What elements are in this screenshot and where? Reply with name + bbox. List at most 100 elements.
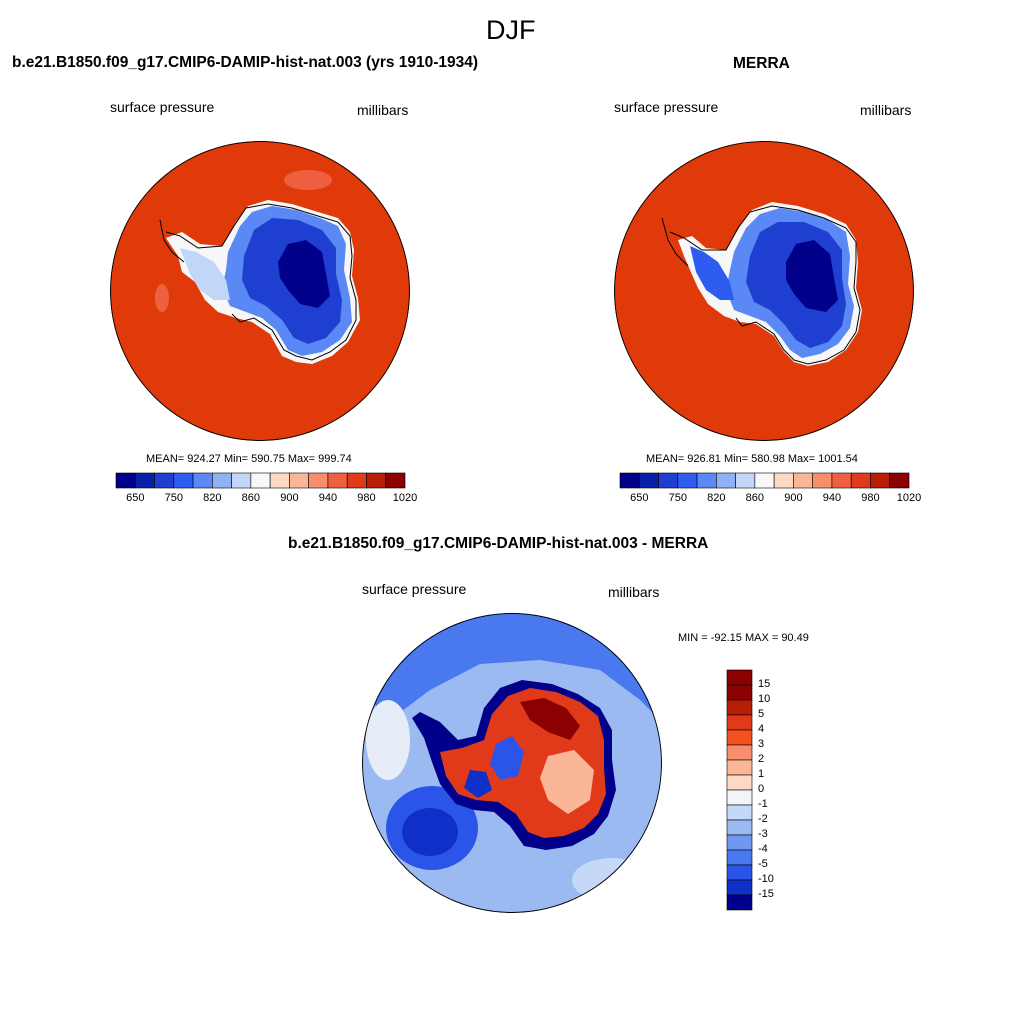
colorbar-cell (677, 472, 698, 489)
colorbar-cell (812, 472, 833, 489)
peninsula-contour (690, 246, 734, 300)
colorbar-tick-label: 820 (203, 492, 222, 504)
high-pressure-patch (284, 170, 332, 190)
colorbar-cell (726, 729, 753, 746)
map-frame (362, 613, 662, 913)
colorbar-cell (366, 472, 387, 489)
positive-detail (520, 698, 580, 740)
weak-patch (572, 858, 652, 902)
colorbar-cell (726, 774, 753, 791)
colorbar-tick-label: -4 (758, 843, 768, 855)
positive-detail (540, 750, 594, 814)
colorbar-cell (173, 472, 194, 489)
colorbar-cell (716, 472, 736, 489)
colorbar-cell (212, 472, 232, 489)
negative-band (370, 613, 660, 720)
minmax-text: MIN = -92.15 MAX = 90.49 (678, 632, 809, 644)
units-label: millibars (860, 102, 912, 118)
coastline (159, 203, 357, 361)
colorbar-cell (619, 472, 640, 489)
colorbar-tick-label: 940 (822, 492, 842, 504)
colorbar-tick-label: 1020 (896, 492, 922, 504)
colorbar-cell (327, 472, 348, 489)
coastline (661, 205, 861, 365)
colorbar-tick-label: 4 (758, 723, 765, 735)
colorbar-cell (726, 714, 753, 731)
colorbar-tick-label: 750 (668, 492, 687, 504)
colorbar-cell (870, 472, 891, 489)
colorbar-cell (726, 744, 753, 761)
colorbar-cell (889, 472, 910, 489)
colorbar-tick-label: -2 (758, 813, 768, 825)
colorbar-tick-label: 2 (758, 753, 765, 765)
colorbar-cell (696, 472, 717, 489)
colorbar-cell (726, 894, 753, 911)
colorbar-cell (192, 472, 213, 489)
map-merra (614, 141, 914, 441)
panel-title-model: b.e21.B1850.f09_g17.CMIP6-DAMIP-hist-nat… (12, 54, 479, 71)
colorbar-tick-label: 650 (126, 492, 145, 504)
colorbar-cell (385, 472, 406, 489)
variable-label: surface pressure (362, 581, 467, 597)
colorbar-tick-label: -15 (758, 888, 774, 900)
colorbar-cell (289, 472, 309, 489)
negative-patch (402, 808, 458, 856)
colorbar-tick-label: -5 (758, 858, 768, 870)
colorbar-tick-label: 900 (784, 492, 803, 504)
peninsula-contour (180, 248, 230, 300)
colorbar-tick-label: 15 (758, 678, 771, 690)
colorbar-tick-label: 5 (758, 708, 765, 720)
colorbar-cell (726, 819, 753, 836)
colorbar-cell (726, 684, 753, 701)
colorbar-difference (726, 669, 753, 911)
panel-title-difference: b.e21.B1850.f09_g17.CMIP6-DAMIP-hist-nat… (288, 535, 709, 552)
colorbar-tick-label: 10 (758, 693, 771, 705)
colorbar-cell (793, 472, 813, 489)
colorbar-cell (726, 864, 753, 881)
colorbar-cell (346, 472, 367, 489)
colorbar-cell (638, 472, 659, 489)
colorbar-tick-label: 1020 (392, 492, 418, 504)
colorbar-cell (831, 472, 852, 489)
colorbar-cell (250, 472, 271, 489)
map-frame (110, 141, 410, 441)
map-frame (614, 141, 914, 441)
variable-label: surface pressure (614, 99, 719, 115)
colorbar-cell (726, 759, 753, 776)
colorbar-cell (134, 472, 155, 489)
colorbar-cell (850, 472, 871, 489)
colorbar-cell (726, 699, 753, 716)
panel-title-merra: MERRA (733, 55, 790, 72)
antarctica-core-contour (278, 240, 330, 308)
negative-detail (490, 736, 524, 780)
map-difference (362, 613, 662, 913)
colorbar-tick-label: 980 (861, 492, 880, 504)
colorbar-tick-label: 750 (164, 492, 183, 504)
antarctica-core-contour (786, 240, 838, 312)
colorbar-cell (754, 472, 775, 489)
colorbar-cell (269, 472, 290, 489)
colorbar-merra (619, 472, 910, 489)
colorbar-tick-label: -3 (758, 828, 768, 840)
colorbar-cell (154, 472, 175, 489)
colorbar-cell (231, 472, 252, 489)
page-title: DJF (486, 15, 536, 45)
colorbar-cell (773, 472, 794, 489)
high-pressure-patch (155, 284, 169, 312)
colorbar-cell (726, 849, 753, 866)
colorbar-cell (726, 789, 753, 806)
colorbar-tick-label: 820 (707, 492, 726, 504)
colorbar-cell (735, 472, 756, 489)
colorbar-cell (308, 472, 329, 489)
colorbar-tick-label: -1 (758, 798, 768, 810)
stats-text: MEAN= 924.27 Min= 590.75 Max= 999.74 (146, 453, 352, 465)
colorbar-cell (726, 834, 753, 851)
colorbar-tick-label: 650 (630, 492, 649, 504)
colorbar-tick-label: 3 (758, 738, 765, 750)
colorbar-tick-label: 1 (758, 768, 765, 780)
colorbar-tick-label: 940 (318, 492, 338, 504)
stats-text: MEAN= 926.81 Min= 580.98 Max= 1001.54 (646, 453, 858, 465)
colorbar-model (115, 472, 406, 489)
units-label: millibars (357, 102, 409, 118)
